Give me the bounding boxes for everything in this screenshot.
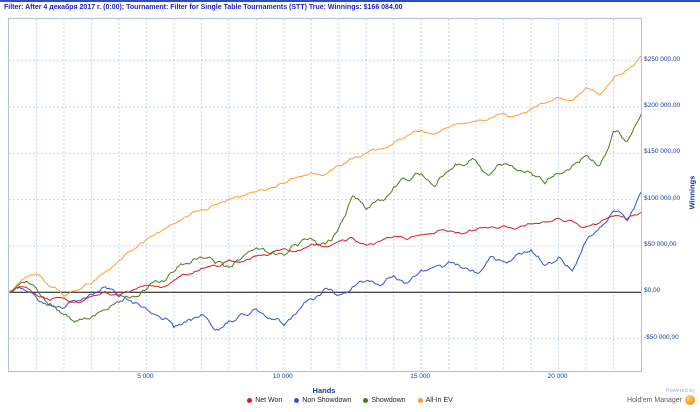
legend-item-net-won[interactable]: Net Won [247,397,282,404]
holdem-manager-logo-icon [685,395,695,405]
x-axis-ticks: 5 000 10 000 15 000 20 000 [8,373,640,382]
series-line-all-in-ev [9,55,641,297]
y-tick-label: -$50 000,00 [644,333,679,341]
legend-label: Non Showdown [302,397,352,404]
legend-dot-icon [417,398,423,403]
winnings-chart [9,19,641,371]
y-tick-label: $50 000,00 [644,240,677,248]
x-tick-label: 15 000 [410,373,431,380]
x-axis-title: Hands [312,386,336,395]
y-axis-ticks: $250 000,00 $200 000,00 $150 000,00 $100 00… [644,18,698,372]
legend: Net Won Non Showdown Showdown All-In EV [0,397,700,404]
powered-by-text: Powered by [665,388,695,394]
legend-item-all-in-ev[interactable]: All-In EV [417,397,453,404]
series-line-non-showdown [9,191,641,331]
y-tick-label: $150 000,00 [644,148,681,156]
legend-item-non-showdown[interactable]: Non Showdown [294,397,351,404]
x-tick-label: 10 000 [272,373,293,380]
legend-item-showdown[interactable]: Showdown [363,397,406,404]
y-tick-label: $0,00 [644,287,661,295]
legend-dot-icon [363,398,369,403]
legend-label: Showdown [371,397,406,404]
filter-bar: Filter: After 4 декабря 2017 г. (0:00); … [4,4,403,11]
y-tick-label: $100 000,00 [644,194,681,202]
y-axis-title: Winnings [687,175,697,210]
filter-text: Filter: After 4 декабря 2017 г. (0:00); … [4,4,403,11]
y-tick-label: $250 000,00 [644,55,681,63]
legend-label: All-In EV [425,397,453,404]
x-tick-label: 5 000 [137,373,154,380]
plot-area [8,18,642,372]
series-line-showdown [9,113,641,323]
brand-name: Hold'em Manager [626,396,682,404]
y-tick-label: $200 000,00 [644,102,681,109]
series-line-net-won [9,212,641,304]
legend-dot-icon [247,398,253,403]
brand: Hold'em Manager [627,395,695,405]
x-tick-label: 20 000 [547,373,568,380]
legend-label: Net Won [255,397,283,404]
legend-dot-icon [294,398,300,403]
